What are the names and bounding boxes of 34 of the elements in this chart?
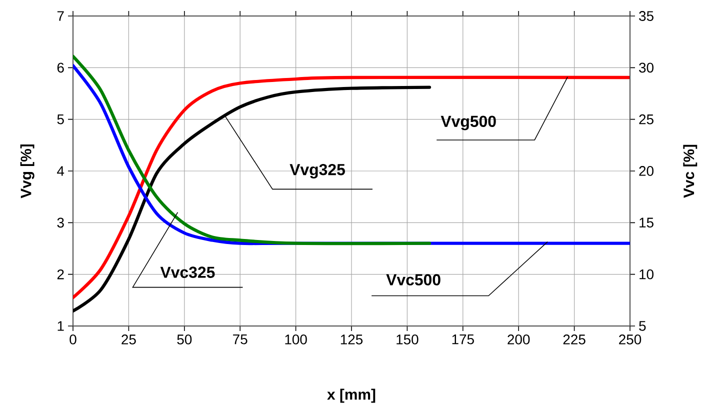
y2-tick-label: 35 bbox=[639, 11, 654, 21]
line-series bbox=[73, 54, 432, 246]
line-series bbox=[73, 76, 630, 300]
x-tick-label: 200 bbox=[508, 334, 530, 344]
annotation: Vvg325 bbox=[290, 164, 345, 178]
x-tick-label: 100 bbox=[285, 334, 307, 344]
x-tick-label: 125 bbox=[340, 334, 363, 344]
y-tick-label: 5 bbox=[57, 114, 64, 124]
x-tick-label: 225 bbox=[563, 334, 586, 344]
x-axis-title: x [mm] bbox=[327, 388, 376, 403]
x-tick-label: 50 bbox=[177, 334, 192, 344]
y-tick-label: 3 bbox=[57, 218, 64, 228]
y2-axis-title: Vvc [%] bbox=[683, 144, 698, 198]
y2-tick-label: 20 bbox=[639, 166, 654, 176]
y2-tick-label: 30 bbox=[639, 62, 654, 73]
x-tick-label: 150 bbox=[396, 334, 418, 344]
x-tick-label: 175 bbox=[452, 334, 474, 344]
y2-tick-label: 15 bbox=[640, 218, 654, 228]
x-tick-label: 75 bbox=[233, 334, 248, 344]
y-tick-label: 4 bbox=[57, 166, 64, 176]
annotation: Vvg500 bbox=[440, 116, 496, 130]
x-tick-label: 250 bbox=[619, 334, 642, 344]
y2-tick-label: 10 bbox=[640, 269, 654, 280]
annotation: Vvc500 bbox=[386, 274, 440, 286]
y-tick-label: 2 bbox=[57, 269, 64, 280]
y-tick-label: 6 bbox=[57, 62, 64, 73]
y-axis-title: Vvg [%] bbox=[20, 144, 34, 198]
y2-tick-label: 5 bbox=[639, 321, 646, 331]
annotation: Vvc325 bbox=[160, 266, 215, 278]
x-tick-label: 0 bbox=[70, 334, 76, 344]
y2-tick-label: 25 bbox=[639, 114, 654, 124]
x-tick-label: 25 bbox=[122, 334, 136, 344]
y-tick-label: 7 bbox=[57, 11, 64, 21]
y-tick-label: 1 bbox=[58, 321, 64, 331]
